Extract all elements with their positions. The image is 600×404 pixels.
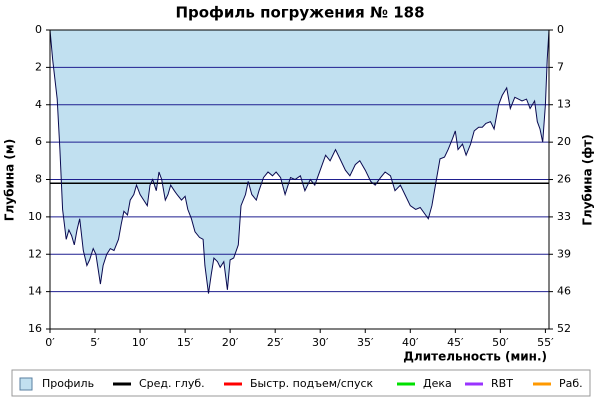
- legend-swatch: [19, 377, 33, 391]
- y2-tick-label: 13: [557, 98, 571, 111]
- y2-tick-label: 0: [557, 23, 564, 36]
- legend-label: Сред. глуб.: [139, 377, 205, 390]
- y2-tick-label: 20: [557, 135, 571, 148]
- y-tick-label: 16: [28, 322, 42, 335]
- y-tick-label: 6: [35, 135, 42, 148]
- x-tick-label: 10′: [132, 336, 149, 349]
- x-tick-label: 45′: [447, 336, 464, 349]
- profile-area: [50, 30, 549, 294]
- y2-tick-label: 39: [557, 247, 571, 260]
- x-tick-label: 25′: [267, 336, 284, 349]
- x-tick-label: 30′: [312, 336, 329, 349]
- x-tick-label: 40′: [402, 336, 419, 349]
- y2-tick-label: 26: [557, 173, 571, 186]
- y2-tick-label: 33: [557, 210, 571, 223]
- legend-box: [11, 369, 591, 397]
- profile-line: [49, 29, 550, 294]
- x-tick-label: 20′: [222, 336, 239, 349]
- legend-label: Быстр. подъем/спуск: [250, 377, 374, 390]
- x-tick-label: 15′: [177, 336, 194, 349]
- legend-label: RBT: [491, 377, 513, 390]
- legend-label: Профиль: [42, 377, 94, 390]
- y-axis-label: Глубина (м): [3, 139, 17, 221]
- chart-title: Профиль погружения № 188: [175, 4, 424, 22]
- y2-tick-label: 7: [557, 60, 564, 73]
- y2-axis-label: Глубина (фт): [581, 134, 595, 225]
- y2-tick-label: 52: [557, 322, 571, 335]
- x-tick-label: 0′: [45, 336, 55, 349]
- legend-label: Раб.: [559, 377, 583, 390]
- x-tick-label: 50′: [492, 336, 509, 349]
- y-tick-label: 0: [35, 23, 42, 36]
- x-tick-label: 55′: [537, 336, 554, 349]
- y-tick-label: 8: [35, 173, 42, 186]
- y-tick-label: 10: [28, 210, 42, 223]
- x-axis-label: Длительность (мин.): [403, 350, 547, 364]
- legend-label: Дека: [423, 377, 452, 390]
- y-tick-label: 2: [35, 60, 42, 73]
- y-tick-label: 4: [35, 98, 42, 111]
- y-tick-label: 12: [28, 247, 42, 260]
- y2-tick-label: 46: [557, 285, 571, 298]
- x-tick-label: 5′: [90, 336, 100, 349]
- y-tick-label: 14: [28, 285, 42, 298]
- x-tick-label: 35′: [357, 336, 374, 349]
